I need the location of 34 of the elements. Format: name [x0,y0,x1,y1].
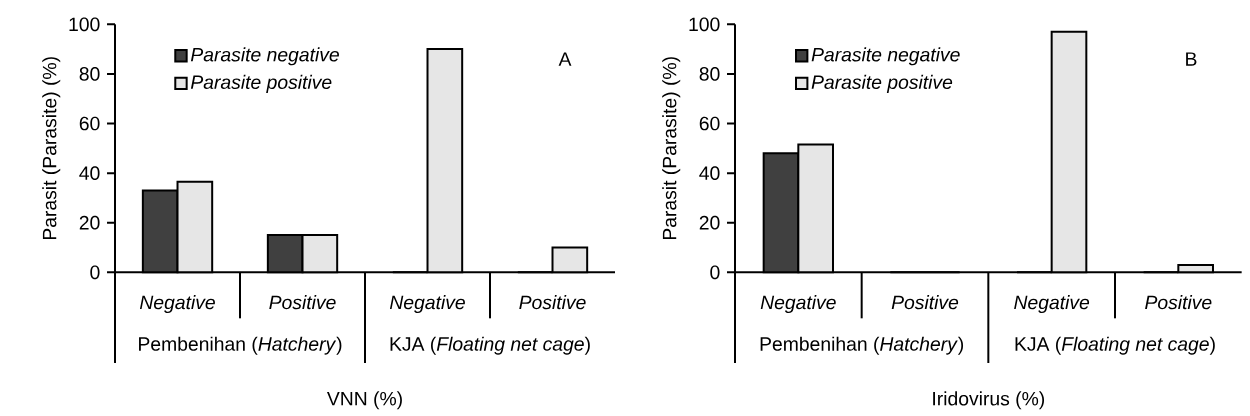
x-tick-label: Negative [760,295,836,314]
y-tick-label: 80 [79,67,100,81]
y-tick-label: 0 [90,265,100,280]
y-tick-label: 20 [79,215,100,230]
y-axis-title: Parasit (Parasite) (%) [42,57,61,240]
y-tick-label: 60 [699,116,720,131]
y-tick-label: 80 [699,67,720,81]
text: Pembenihan (Hatchery) [139,336,342,355]
y-tick-label: 60 [79,116,100,131]
y-tick-label: 40 [699,166,720,181]
x-tick-label: Positive [519,295,586,310]
text: KJA (Floating net cage) [1015,336,1215,355]
x-tick-label: Negative [389,295,465,314]
text: Pembenihan (Hatchery) [760,336,964,355]
legend-label: Parasite negative [190,47,339,66]
y-tick-label: 100 [69,17,100,32]
x-tick-label: Positive [1145,295,1212,310]
x-tick-label: Negative [1014,295,1090,314]
y-tick-label: 20 [699,215,720,230]
x-tick-label: Negative [139,295,215,314]
x-axis-title: VNN (%) [326,391,402,410]
x-axis-title: Iridovirus (%) [933,391,1045,410]
y-axis-title: Parasit (Parasite) (%) [662,57,681,240]
legend-label: Parasite negative [811,47,960,66]
y-tick-label: 100 [689,17,720,32]
x-tick-label: Positive [891,295,959,310]
text: KJA (Floating net cage) [390,336,590,355]
y-tick-label: 40 [79,166,100,181]
text: B [1186,52,1197,66]
text: A [558,52,572,66]
legend-label: Parasite positive [811,74,953,93]
legend-label: Parasite positive [190,74,332,93]
x-tick-label: Positive [269,295,336,310]
y-tick-label: 0 [710,265,720,280]
